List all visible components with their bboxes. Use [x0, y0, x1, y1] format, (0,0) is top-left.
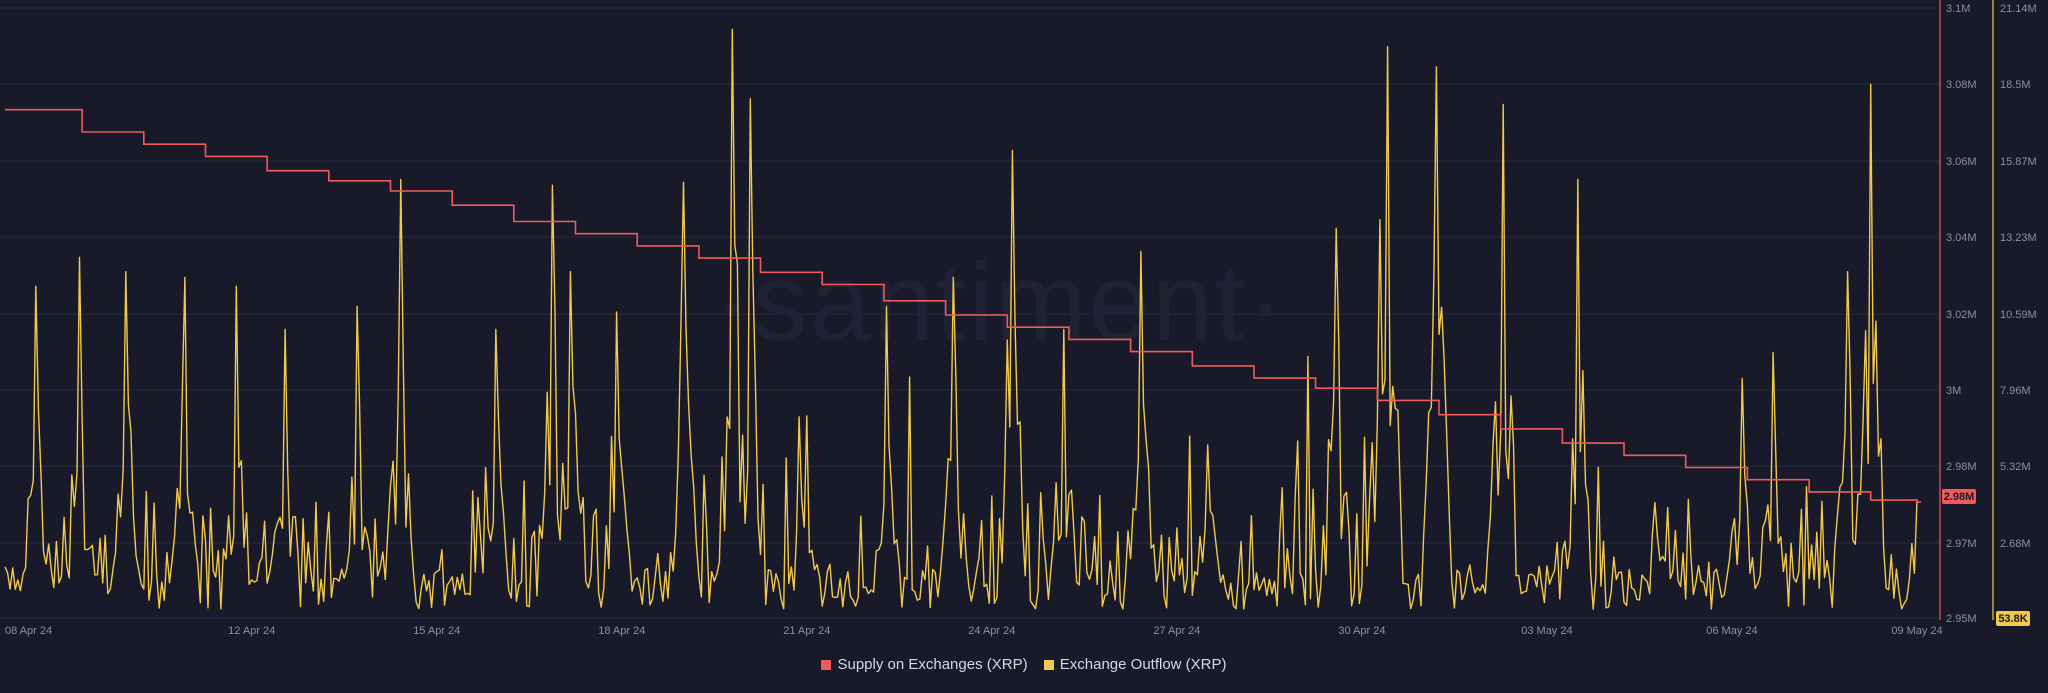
- right-axis-tick: 10.59M: [2000, 309, 2037, 321]
- right-axis-tick: 15.87M: [2000, 156, 2037, 168]
- exchange-outflow-line: [4, 28, 1918, 610]
- legend-label-supply: Supply on Exchanges (XRP): [837, 656, 1028, 673]
- left-axis-tick: 3.06M: [1946, 156, 1977, 168]
- legend-swatch-supply: [821, 659, 832, 670]
- exchange-outflow-series: [4, 28, 1918, 610]
- x-axis-tick: 15 Apr 24: [413, 625, 460, 637]
- outflow-badge-text: 53.8K: [1998, 613, 2027, 625]
- left-axis-tick: 2.97M: [1946, 538, 1977, 550]
- right-axis-tick: 2.68M: [2000, 538, 2031, 550]
- left-axis-tick: 3M: [1946, 385, 1961, 397]
- x-axis-tick: 18 Apr 24: [598, 625, 645, 637]
- supply-badge: [1942, 489, 1976, 504]
- right-axis-tick: 13.23M: [2000, 232, 2037, 244]
- x-axis-tick: 30 Apr 24: [1338, 625, 1385, 637]
- supply-on-exchanges-series: [5, 108, 1921, 503]
- x-axis-tick: 08 Apr 24: [5, 625, 52, 637]
- x-axis-tick: 12 Apr 24: [228, 625, 275, 637]
- left-axis-tick: 3.02M: [1946, 309, 1977, 321]
- legend-item-supply[interactable]: Supply on Exchanges (XRP): [821, 656, 1028, 673]
- grid-lines: [0, 7, 1940, 619]
- x-axis-tick: 24 Apr 24: [968, 625, 1015, 637]
- supply-badge-text: 2.98M: [1944, 491, 1975, 503]
- right-axis-tick: 18.5M: [2000, 79, 2031, 91]
- supply-on-exchanges-line: [5, 108, 1921, 503]
- legend-label-outflow: Exchange Outflow (XRP): [1059, 656, 1227, 673]
- right-axis-tick: 21.14M: [2000, 3, 2037, 15]
- x-axis-tick: 06 May 24: [1706, 625, 1757, 637]
- left-axis-tick: 3.04M: [1946, 232, 1977, 244]
- left-axis-tick: 3.08M: [1946, 79, 1977, 91]
- legend-item-outflow[interactable]: Exchange Outflow (XRP): [1043, 656, 1227, 673]
- left-axis-tick: 2.95M: [1946, 613, 1977, 625]
- x-axis-tick: 27 Apr 24: [1153, 625, 1200, 637]
- x-axis-tick: 03 May 24: [1521, 625, 1572, 637]
- x-axis-tick: 09 May 24: [1891, 625, 1942, 637]
- x-axis-tick: 21 Apr 24: [783, 625, 830, 637]
- right-axis-tick: 5.32M: [2000, 461, 2031, 473]
- axes: 3.1M 3.08M 3.06M 3.04M 3.02M 3M 2.98M 2.97M 2.95…: [5, 0, 2037, 637]
- legend: Supply on Exchanges (XRP) Exchange Outfl…: [0, 656, 2048, 674]
- left-axis-tick: 2.98M: [1946, 461, 1977, 473]
- legend-swatch-outflow: [1043, 659, 1054, 670]
- santiment-watermark: ·santiment·: [714, 241, 1286, 364]
- value-badges: 2.98M 53.8K: [1942, 489, 2030, 626]
- left-axis-tick: 3.1M: [1946, 3, 1970, 15]
- right-axis-tick: 7.96M: [2000, 385, 2031, 397]
- outflow-badge: [1996, 611, 2030, 626]
